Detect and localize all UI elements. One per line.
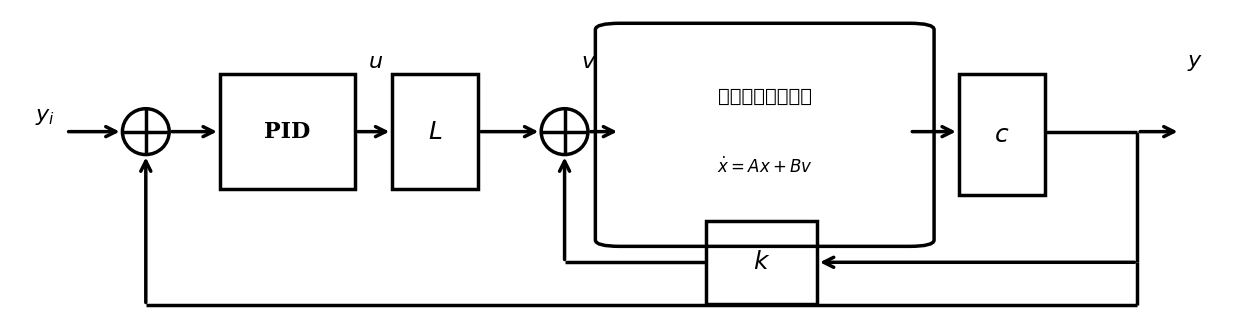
Text: $u$: $u$ (367, 51, 383, 73)
Text: $k$: $k$ (753, 250, 770, 274)
Text: PID: PID (264, 121, 310, 143)
Bar (707, 221, 817, 304)
Text: $y_i$: $y_i$ (35, 105, 55, 127)
Bar (959, 74, 1045, 195)
Text: $y$: $y$ (1187, 51, 1203, 73)
Text: $\dot{x}=Ax+Bv$: $\dot{x}=Ax+Bv$ (717, 157, 812, 177)
Text: $v$: $v$ (580, 51, 596, 73)
Text: 状态空间数学模型: 状态空间数学模型 (718, 87, 812, 106)
Bar (392, 74, 479, 189)
Bar (219, 74, 355, 189)
Text: $c$: $c$ (994, 123, 1009, 147)
Text: $L$: $L$ (428, 120, 443, 144)
